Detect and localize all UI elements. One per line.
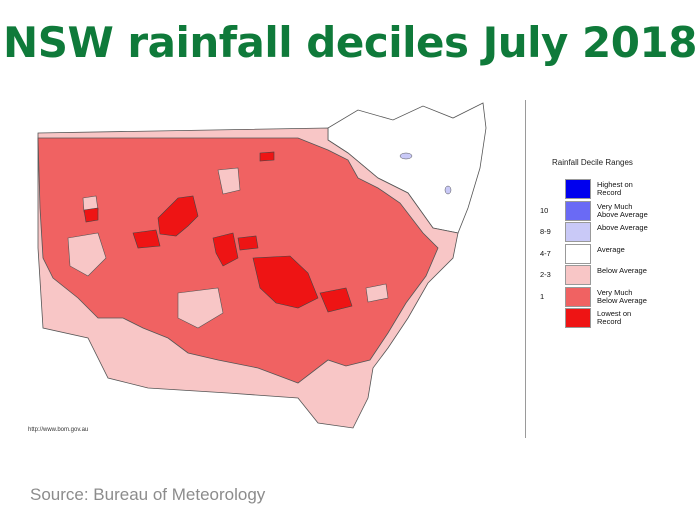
legend-divider bbox=[525, 100, 526, 438]
island-below-1 bbox=[67, 232, 107, 277]
region-lowest-6 bbox=[237, 235, 259, 251]
legend-title: Rainfall Decile Ranges bbox=[552, 158, 633, 167]
legend-swatch bbox=[565, 179, 591, 199]
legend-range: 4-7 bbox=[540, 248, 551, 258]
legend-swatch bbox=[565, 222, 591, 242]
region-very-much-below bbox=[37, 137, 439, 384]
legend-range: 2-3 bbox=[540, 270, 551, 279]
region-lowest-7 bbox=[83, 207, 99, 223]
map-source-url: http://www.bom.gov.au bbox=[28, 427, 89, 433]
legend-swatch bbox=[565, 308, 591, 328]
legend-label: Highest on Record bbox=[597, 180, 633, 197]
region-lowest-5 bbox=[319, 287, 353, 313]
island-below-3 bbox=[217, 167, 241, 195]
legend-swatch bbox=[565, 243, 591, 264]
legend-swatch bbox=[565, 286, 591, 307]
legend: Rainfall Decile Ranges Highest on Record… bbox=[534, 158, 694, 328]
nsw-rainfall-map bbox=[37, 102, 487, 429]
legend-label: Lowest on Record bbox=[597, 309, 632, 326]
legend-label: Above Average bbox=[597, 223, 648, 232]
region-above-average-2 bbox=[444, 185, 452, 195]
legend-range: 8-9 bbox=[540, 227, 551, 236]
legend-range: 10 bbox=[540, 205, 549, 215]
region-lowest-1 bbox=[157, 195, 199, 237]
region-lowest-3 bbox=[212, 232, 239, 267]
slide-title: NSW rainfall deciles July 2018 bbox=[3, 18, 697, 67]
legend-label: Very Much Below Average bbox=[597, 287, 647, 305]
legend-item: 4-7 Average bbox=[534, 242, 694, 264]
legend-swatch bbox=[565, 265, 591, 285]
source-caption: Source: Bureau of Meteorology bbox=[30, 485, 266, 504]
legend-item: Highest on Record bbox=[534, 177, 694, 199]
legend-item: 2-3 Below Average bbox=[534, 263, 694, 285]
region-lowest-2 bbox=[132, 229, 161, 249]
island-below-5 bbox=[365, 283, 389, 303]
legend-item: 8-9 Above Average bbox=[534, 220, 694, 242]
region-lowest-8 bbox=[259, 151, 275, 162]
legend-item: Lowest on Record bbox=[534, 306, 694, 328]
legend-range: 1 bbox=[540, 291, 545, 301]
region-lowest-4 bbox=[252, 255, 319, 309]
legend-label: Average bbox=[597, 244, 625, 254]
region-above-average-1 bbox=[399, 152, 413, 160]
island-below-2 bbox=[177, 287, 224, 329]
legend-item: 10 Very Much Above Average bbox=[534, 199, 694, 221]
legend-label: Very Much Above Average bbox=[597, 201, 648, 219]
legend-swatch bbox=[565, 200, 591, 221]
legend-label: Below Average bbox=[597, 266, 647, 275]
legend-item: 1 Very Much Below Average bbox=[534, 285, 694, 307]
